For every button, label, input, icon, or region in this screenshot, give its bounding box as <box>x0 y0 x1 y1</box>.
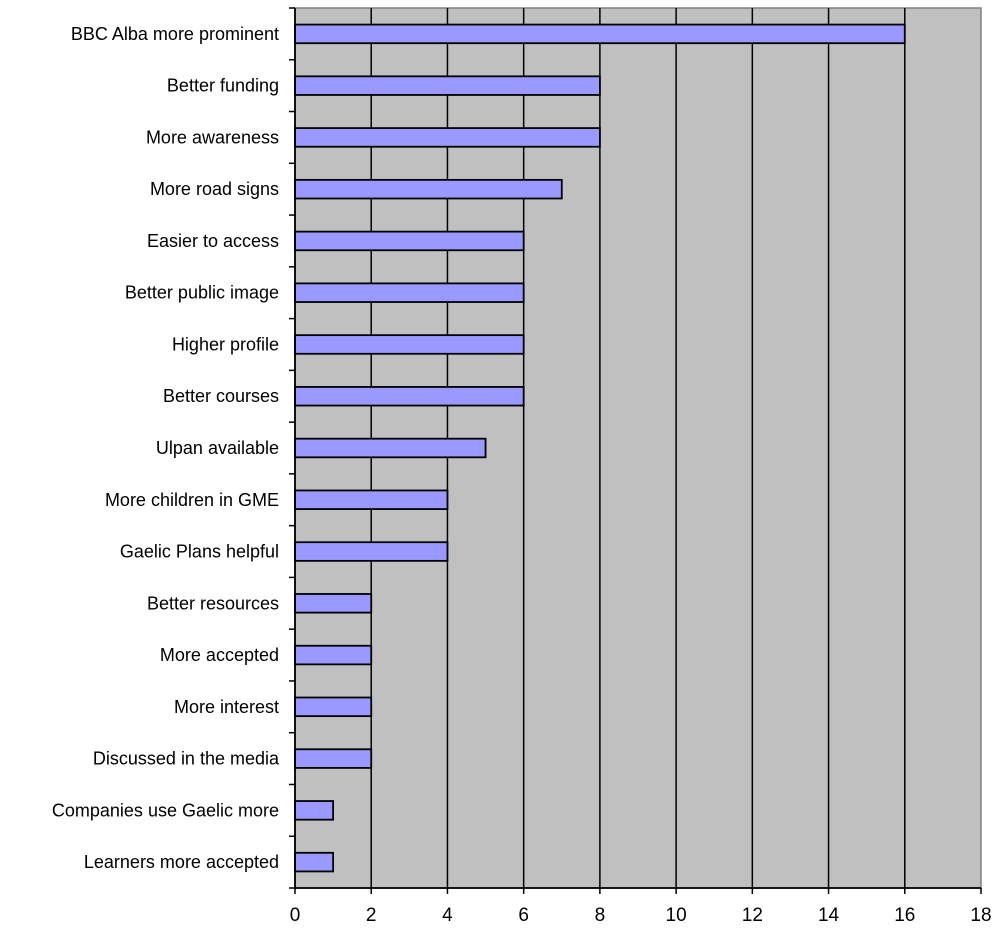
bar <box>294 282 525 303</box>
x-tick-label: 18 <box>970 905 991 926</box>
bar <box>294 75 601 96</box>
axes <box>289 7 982 894</box>
category-label: Companies use Gaelic more <box>52 800 279 820</box>
x-tick-label: 10 <box>666 905 687 926</box>
bar <box>294 748 373 769</box>
bar <box>294 644 373 666</box>
bar <box>294 334 525 355</box>
category-label: BBC Alba more prominent <box>71 24 279 44</box>
bar <box>294 489 449 510</box>
x-tick-label: 4 <box>442 905 453 926</box>
bar <box>294 851 335 873</box>
bar <box>294 127 601 148</box>
category-label: More road signs <box>150 179 279 199</box>
bar <box>294 541 449 562</box>
category-label: More accepted <box>160 645 279 665</box>
x-tick-label: 16 <box>894 905 915 926</box>
category-label: Higher profile <box>172 334 279 354</box>
gridlines <box>370 8 906 888</box>
category-label: Gaelic Plans helpful <box>120 542 279 562</box>
bar <box>294 178 563 200</box>
category-label: Better public image <box>125 283 279 303</box>
bar <box>294 800 335 821</box>
category-labels: BBC Alba more prominent Better funding Mor… <box>52 24 280 872</box>
x-tick-label: 2 <box>366 905 377 926</box>
category-label: Better courses <box>163 386 279 406</box>
category-label: Better funding <box>167 76 279 96</box>
x-tick-label: 8 <box>595 905 606 926</box>
category-label: More interest <box>174 697 279 717</box>
x-tick-label: 6 <box>518 905 529 926</box>
x-tick-label: 14 <box>818 905 840 926</box>
category-label: Easier to access <box>147 231 279 251</box>
bar <box>294 437 487 459</box>
category-label: Learners more accepted <box>84 852 279 872</box>
category-label: Discussed in the media <box>93 749 280 769</box>
category-label: Better resources <box>147 593 279 613</box>
bar <box>294 593 373 614</box>
x-tick-label: 12 <box>742 905 763 926</box>
x-tick-labels: 0 2 4 6 8 10 12 14 16 18 <box>290 905 992 926</box>
category-label: Ulpan available <box>156 438 279 458</box>
x-tick-label: 0 <box>290 905 301 926</box>
bar <box>294 696 373 718</box>
bar <box>294 23 906 45</box>
category-label: More children in GME <box>105 490 279 510</box>
bar <box>294 230 525 252</box>
bar <box>294 386 525 407</box>
bars <box>294 23 906 873</box>
category-label: More awareness <box>146 127 279 147</box>
